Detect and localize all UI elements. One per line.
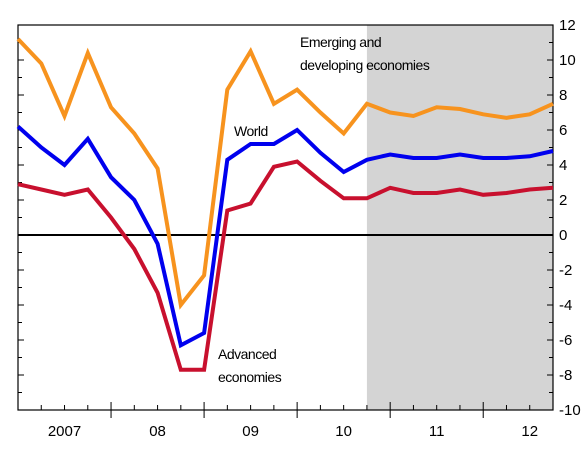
annotation-emerging-line1: Emerging and bbox=[300, 34, 381, 50]
forecast-shaded-region bbox=[366, 25, 553, 410]
y-tick-label: 10 bbox=[559, 52, 576, 69]
series-line-2 bbox=[17, 159, 554, 372]
annotation-advanced-line2: economies bbox=[218, 369, 282, 385]
x-tick-label: 09 bbox=[242, 423, 259, 440]
x-tick-label: 12 bbox=[521, 423, 538, 440]
series-line-1 bbox=[16, 125, 554, 349]
x-tick-label: 2007 bbox=[48, 423, 81, 440]
axes-layer: -10 -8 -6 -4 -2 0 2 4 6 8 10 12 2007 08 09 10 11 12 bbox=[17, 17, 581, 440]
series-layer bbox=[16, 37, 554, 372]
annotations-layer: Emerging and developing economies World … bbox=[218, 34, 430, 385]
y-tick-label: -8 bbox=[559, 367, 572, 384]
forecast-shading-layer bbox=[366, 25, 553, 410]
y-tick-label: 4 bbox=[559, 157, 567, 174]
x-tick-label: 08 bbox=[149, 423, 166, 440]
y-tick-label: -4 bbox=[559, 297, 572, 314]
x-tick-label: 11 bbox=[429, 423, 445, 440]
x-tick-label: 10 bbox=[335, 423, 352, 440]
annotation-advanced-line1: Advanced bbox=[218, 346, 276, 362]
annotation-world: World bbox=[234, 123, 268, 139]
y-tick-label: -10 bbox=[559, 402, 581, 419]
annotation-emerging-line2: developing economies bbox=[300, 57, 430, 73]
series-line-0 bbox=[16, 37, 554, 310]
y-tick-label: -2 bbox=[559, 262, 572, 279]
y-tick-label: -6 bbox=[559, 332, 572, 349]
y-tick-label: 8 bbox=[559, 87, 567, 104]
y-tick-label: 6 bbox=[559, 122, 567, 139]
y-tick-label: 12 bbox=[559, 17, 576, 34]
y-tick-label: 0 bbox=[559, 227, 567, 244]
y-tick-label: 2 bbox=[559, 192, 567, 209]
